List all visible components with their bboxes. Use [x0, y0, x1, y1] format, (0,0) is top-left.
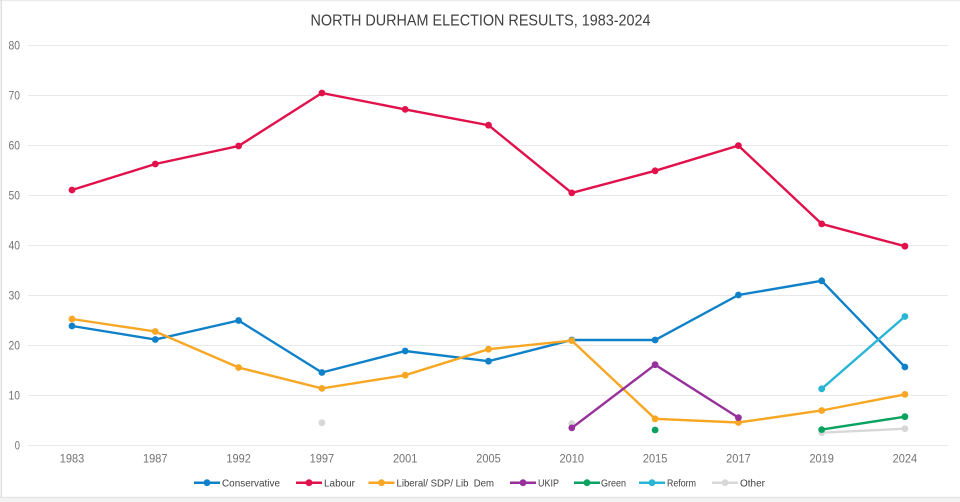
svg-text:2015: 2015	[643, 452, 668, 466]
svg-text:Reform: Reform	[667, 478, 696, 490]
svg-text:1997: 1997	[310, 452, 335, 466]
svg-text:1992: 1992	[226, 452, 251, 466]
svg-text:2019: 2019	[809, 452, 834, 466]
svg-text:Labour: Labour	[324, 478, 355, 490]
svg-text:1987: 1987	[143, 452, 168, 466]
svg-text:70: 70	[9, 88, 21, 102]
svg-text:Liberal/ SDP/ Lib Dem: Liberal/ SDP/ Lib Dem	[397, 478, 495, 490]
svg-text:2010: 2010	[560, 452, 585, 466]
svg-text:40: 40	[9, 238, 21, 252]
svg-text:60: 60	[9, 138, 21, 152]
svg-text:80: 80	[9, 38, 21, 52]
svg-text:2001: 2001	[393, 452, 418, 466]
svg-text:2024: 2024	[893, 452, 918, 466]
svg-text:1983: 1983	[60, 452, 85, 466]
svg-text:2005: 2005	[476, 452, 501, 466]
svg-text:NORTH DURHAM ELECTION RESULTS,: NORTH DURHAM ELECTION RESULTS, 1983-2024	[311, 13, 651, 30]
svg-text:30: 30	[9, 288, 21, 302]
svg-text:Conservative: Conservative	[222, 478, 280, 490]
svg-text:0: 0	[15, 438, 20, 452]
svg-text:Green: Green	[601, 478, 626, 490]
svg-text:10: 10	[9, 388, 21, 402]
svg-text:Other: Other	[740, 478, 765, 490]
svg-text:50: 50	[9, 188, 21, 202]
svg-text:UKIP: UKIP	[538, 478, 559, 490]
svg-text:2017: 2017	[726, 452, 751, 466]
svg-text:20: 20	[9, 338, 21, 352]
